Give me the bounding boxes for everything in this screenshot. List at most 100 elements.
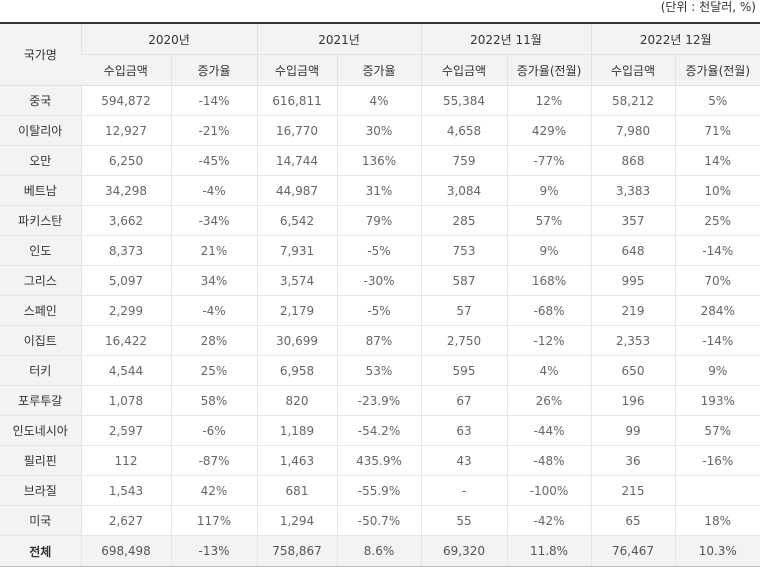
value-cell: 36 [590, 445, 675, 476]
country-cell: 인도네시아 [0, 415, 81, 446]
value-cell: -55.9% [336, 475, 421, 506]
value-cell: 42% [170, 475, 257, 506]
value-cell: 2,353 [590, 325, 675, 356]
value-cell: 616,811 [256, 85, 337, 116]
value-cell: -4% [170, 175, 257, 206]
value-cell: -16% [674, 445, 760, 476]
value-cell: 55,384 [420, 85, 507, 116]
value-cell: 12% [506, 85, 591, 116]
country-cell: 이탈리아 [0, 115, 81, 146]
country-cell: 중국 [0, 85, 81, 116]
value-cell: 193% [674, 385, 760, 416]
value-cell: 3,574 [256, 265, 337, 296]
value-cell: 65 [590, 505, 675, 536]
value-cell: 196 [590, 385, 675, 416]
value-cell: 30% [336, 115, 421, 146]
value-cell: -100% [506, 475, 591, 506]
value-cell: 284% [674, 295, 760, 326]
value-cell: -21% [170, 115, 257, 146]
header-sub: 증가율 [336, 54, 421, 86]
country-cell: 포루투갈 [0, 385, 81, 416]
value-cell: 99 [590, 415, 675, 446]
value-cell: 4,658 [420, 115, 507, 146]
total-row: 전체 698,498 -13% 758,867 8.6% 69,320 11.8% 76,46… [0, 535, 760, 567]
value-cell: -14% [674, 235, 760, 266]
value-cell: -14% [170, 85, 257, 116]
value-cell: 595 [420, 355, 507, 386]
value-cell: 18% [674, 505, 760, 536]
value-cell: 3,662 [80, 205, 171, 236]
country-cell: 브라질 [0, 475, 81, 506]
value-cell: 4% [506, 355, 591, 386]
value-cell: 4,544 [80, 355, 171, 386]
value-cell: 79% [336, 205, 421, 236]
value-cell: 30,699 [256, 325, 337, 356]
value-cell: 995 [590, 265, 675, 296]
header-row-periods: 국가명 2020년 2021년 2022년 11월 2022년 12월 [0, 23, 760, 86]
header-sub: 수입금액 [81, 54, 171, 86]
header-row-subcolumns: 수입금액 증가율 수입금액 증가율 수입금액 증가율(전월) 수입금액 증가율(… [0, 54, 760, 86]
header-period-2022-11: 2022년 11월 [420, 23, 591, 55]
table-row: 베트남 34,298 -4% 44,987 31% 3,084 9% 3,383 10% [0, 175, 760, 206]
value-cell: 16,422 [80, 325, 171, 356]
table-row: 오만 6,250 -45% 14,744 136% 759 -77% 868 14% [0, 145, 760, 176]
value-cell: 2,179 [256, 295, 337, 326]
value-cell: -77% [506, 145, 591, 176]
value-cell: 26% [506, 385, 591, 416]
country-cell: 그리스 [0, 265, 81, 296]
header-sub: 증가율 [170, 54, 257, 86]
country-cell: 인도 [0, 235, 81, 266]
value-cell: 25% [674, 205, 760, 236]
header-period-2022-12: 2022년 12월 [590, 23, 760, 55]
value-cell: 16,770 [256, 115, 337, 146]
table-row: 인도 8,373 21% 7,931 -5% 753 9% 648 -14% [0, 235, 760, 266]
table-row: 터키 4,544 25% 6,958 53% 595 4% 650 9% [0, 355, 760, 386]
value-cell: 31% [336, 175, 421, 206]
value-cell: 759 [420, 145, 507, 176]
value-cell: 14,744 [256, 145, 337, 176]
value-cell: -4% [170, 295, 257, 326]
value-cell: 2,299 [80, 295, 171, 326]
country-cell: 미국 [0, 505, 81, 536]
total-value-cell: 69,320 [420, 535, 507, 567]
value-cell: -50.7% [336, 505, 421, 536]
value-cell: 1,463 [256, 445, 337, 476]
value-cell: -87% [170, 445, 257, 476]
value-cell: -42% [506, 505, 591, 536]
value-cell: 25% [170, 355, 257, 386]
value-cell: -68% [506, 295, 591, 326]
value-cell: -30% [336, 265, 421, 296]
value-cell: 8,373 [80, 235, 171, 266]
value-cell: 753 [420, 235, 507, 266]
value-cell: 14% [674, 145, 760, 176]
value-cell: 34,298 [80, 175, 171, 206]
table-row: 브라질 1,543 42% 681 -55.9% - -100% 215 [0, 475, 760, 506]
value-cell: 6,958 [256, 355, 337, 386]
value-cell: 34% [170, 265, 257, 296]
total-value-cell: 698,498 [80, 535, 171, 567]
value-cell: 71% [674, 115, 760, 146]
value-cell: 594,872 [80, 85, 171, 116]
total-value-cell: -13% [170, 535, 257, 567]
country-cell: 베트남 [0, 175, 81, 206]
value-cell: 650 [590, 355, 675, 386]
value-cell: 9% [506, 235, 591, 266]
table-row: 필리핀 112 -87% 1,463 435.9% 43 -48% 36 -16% [0, 445, 760, 476]
value-cell: 21% [170, 235, 257, 266]
value-cell: -44% [506, 415, 591, 446]
table-row: 미국 2,627 117% 1,294 -50.7% 55 -42% 65 18% [0, 505, 760, 536]
value-cell: 43 [420, 445, 507, 476]
value-cell: 215 [590, 475, 675, 506]
value-cell: 2,597 [80, 415, 171, 446]
value-cell: 2,750 [420, 325, 507, 356]
value-cell: 57 [420, 295, 507, 326]
value-cell: 70% [674, 265, 760, 296]
value-cell: -14% [674, 325, 760, 356]
value-cell: 1,294 [256, 505, 337, 536]
value-cell: 1,078 [80, 385, 171, 416]
value-cell: 435.9% [336, 445, 421, 476]
table-row: 포루투갈 1,078 58% 820 -23.9% 67 26% 196 193% [0, 385, 760, 416]
value-cell: 67 [420, 385, 507, 416]
value-cell: 3,084 [420, 175, 507, 206]
header-period-2020: 2020년 [80, 23, 257, 55]
